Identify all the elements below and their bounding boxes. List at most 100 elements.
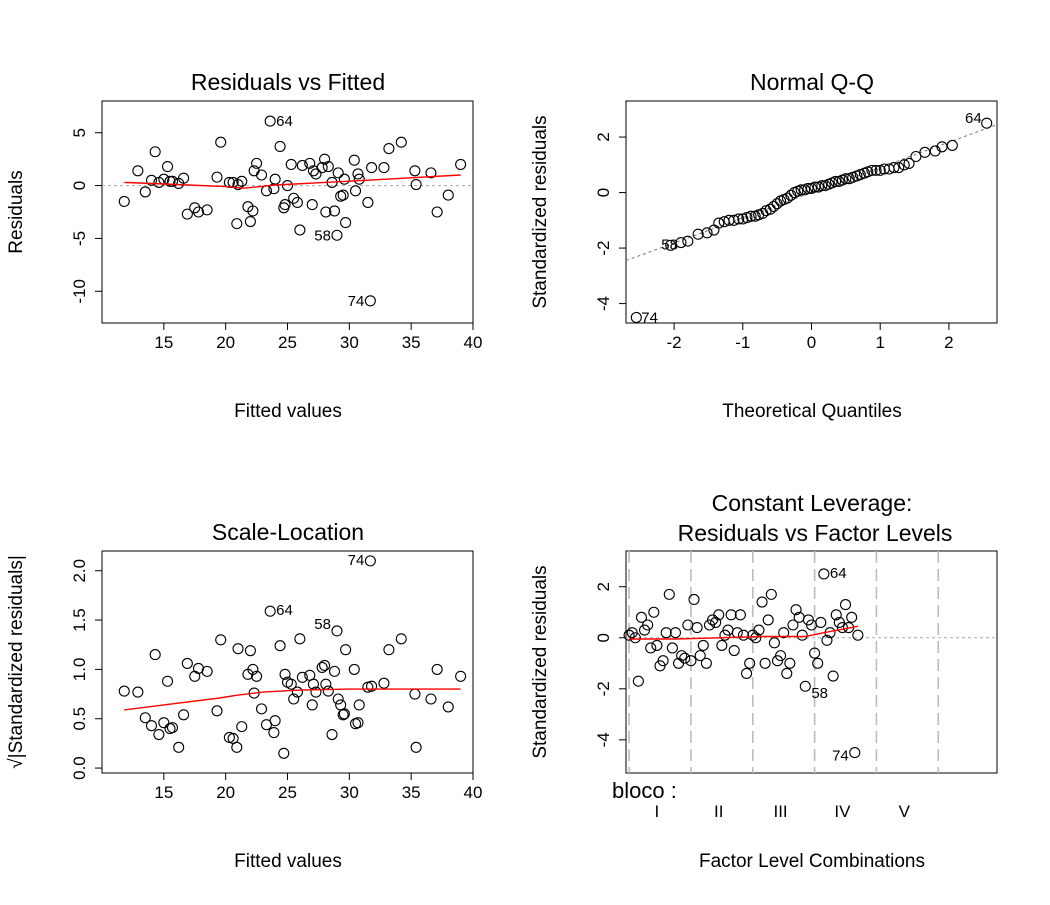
panel-title: Scale-Location [212, 519, 364, 545]
data-point [181, 657, 193, 670]
data-point [236, 721, 248, 733]
point-id-label: 64 [830, 565, 847, 582]
data-point [362, 196, 374, 209]
data-point [713, 217, 725, 229]
data-point [166, 175, 179, 187]
data-point [161, 160, 174, 173]
data-point [830, 609, 842, 621]
data-point [676, 650, 688, 662]
data-point [211, 171, 223, 183]
data-point [149, 649, 161, 661]
data-point [274, 640, 286, 652]
data-point [781, 192, 794, 204]
data-point [288, 693, 300, 705]
data-point [320, 678, 332, 690]
data-point [442, 701, 454, 713]
x-axis-label: Fitted values [234, 401, 342, 422]
data-point [409, 165, 421, 177]
x-tick-label: 20 [216, 333, 235, 352]
plot-frame [625, 100, 998, 324]
y-tick-label: 2 [594, 582, 613, 591]
data-point [279, 199, 291, 211]
data-point [648, 606, 660, 618]
data-point [378, 677, 390, 689]
y-tick-label: -4 [594, 296, 613, 311]
data-point [201, 204, 213, 216]
data-point [679, 652, 691, 664]
data-point [322, 160, 334, 173]
data-point [338, 708, 350, 720]
data-point [691, 622, 703, 634]
x-tick-label: 25 [278, 333, 297, 352]
data-point [201, 665, 213, 677]
point-id-label: 74 [641, 309, 658, 326]
data-point [145, 720, 158, 732]
data-point [192, 206, 205, 218]
point-id-label: 64 [276, 602, 293, 619]
data-point [132, 686, 144, 698]
data-point [753, 624, 765, 636]
data-point [725, 609, 737, 621]
data-point [215, 634, 227, 646]
y-tick-label: -2 [594, 241, 613, 256]
data-point [364, 295, 376, 307]
panel-constant-leverage: Constant Leverage: Residuals vs Factor L… [530, 490, 998, 872]
data-point [288, 192, 300, 204]
data-point [310, 686, 322, 698]
data-point [279, 668, 291, 680]
data-point [728, 214, 740, 226]
data-point [812, 657, 824, 669]
y-tick-label: 2 [594, 132, 613, 141]
data-point [118, 685, 130, 697]
data-point [731, 627, 743, 639]
data-point [353, 699, 365, 711]
data-point [173, 741, 185, 753]
y-tick-label: -2 [594, 681, 613, 696]
data-point [431, 663, 443, 675]
data-point [378, 162, 390, 174]
data-point [269, 173, 281, 185]
data-point [331, 229, 343, 241]
data-point [645, 642, 657, 654]
x-tick-label: 35 [402, 333, 421, 352]
y-tick-label: -10 [70, 279, 89, 304]
level-label: III [773, 802, 787, 821]
x-tick-label: -1 [735, 333, 750, 352]
data-point [778, 627, 790, 639]
x-axis-label: Theoretical Quantiles [722, 401, 902, 422]
data-point [660, 627, 672, 639]
data-point [306, 199, 318, 211]
level-label: IV [834, 802, 851, 821]
data-point [781, 667, 793, 680]
point-id-label: 58 [314, 227, 331, 244]
data-point [294, 633, 306, 645]
data-point [338, 173, 350, 185]
y-tick-label: 1.5 [70, 608, 89, 632]
plot-frame [101, 100, 474, 324]
x-tick-label: 2 [944, 333, 953, 352]
panel-title-line-2: Residuals vs Factor Levels [678, 520, 953, 546]
data-point [849, 747, 861, 759]
data-point [737, 629, 750, 641]
x-tick-label: 30 [340, 783, 359, 802]
data-point [236, 175, 248, 187]
data-point [784, 657, 796, 669]
data-point [306, 699, 318, 711]
data-point [685, 655, 697, 667]
data-point [340, 644, 352, 656]
data-point [425, 693, 437, 705]
data-point [285, 678, 297, 690]
data-point [364, 555, 376, 567]
data-point [340, 217, 352, 229]
data-point [866, 164, 878, 176]
data-point [642, 619, 654, 631]
data-point [762, 614, 774, 626]
data-point [790, 604, 802, 616]
data-point [153, 728, 165, 741]
data-point [799, 680, 811, 692]
data-point [322, 685, 334, 697]
y-tick-label: 0.0 [70, 756, 89, 780]
x-tick-label: 40 [464, 333, 483, 352]
data-point [316, 162, 328, 174]
